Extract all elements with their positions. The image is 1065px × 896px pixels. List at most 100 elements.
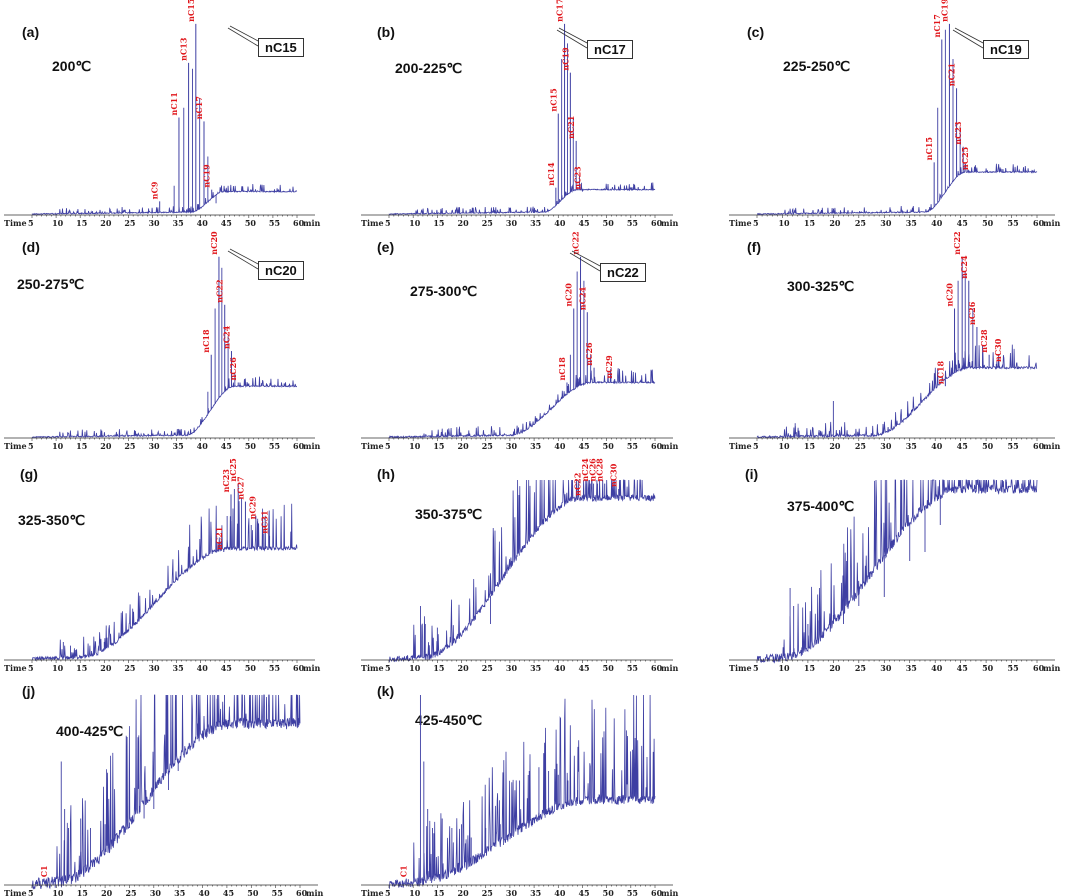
x-tick-label: 45 — [957, 218, 968, 228]
baseline-trace — [757, 163, 1038, 216]
x-axis-unit-label: min — [1043, 441, 1061, 451]
x-tick-label: 50 — [245, 663, 257, 673]
x-tick-label: 50 — [603, 663, 615, 673]
baseline-trace — [31, 694, 301, 890]
chromatogram-plot: nC9 nC11 nC13 nC15 nC17 nC19 Time 5 10 15 20 25 30 35… — [4, 0, 321, 228]
x-tick-label: 40 — [554, 888, 566, 896]
x-tick-label: 25 — [482, 218, 493, 228]
x-tick-label: 55 — [1008, 441, 1019, 451]
x-tick-label: 5 — [753, 218, 759, 228]
temperature-range-title: 350-375℃ — [415, 506, 483, 522]
callout-leader — [569, 252, 601, 272]
x-tick-label: 25 — [124, 663, 135, 673]
temperature-range-title: 325-350℃ — [18, 512, 86, 528]
x-tick-label: 40 — [931, 441, 943, 451]
peak-label: nC26 — [587, 458, 597, 482]
peak-label: nC22 — [571, 231, 581, 254]
x-tick-label: 45 — [221, 218, 232, 228]
baseline-trace — [388, 479, 656, 663]
callout-leader — [556, 29, 588, 49]
x-tick-label: 20 — [829, 441, 841, 451]
baseline-trace — [756, 479, 1038, 664]
peak-label: nC19 — [560, 47, 570, 71]
x-tick-label: 60 — [1033, 663, 1045, 673]
chromatogram-panel: (c) 225-250℃ nC15 nC17 nC19 nC21 nC23 nC25 Time 5… — [725, 0, 1065, 230]
x-tick-label: 20 — [100, 218, 112, 228]
x-tick-label: 55 — [627, 218, 638, 228]
x-tick-label: 60 — [296, 888, 308, 896]
x-axis-unit-label: min — [306, 888, 324, 896]
x-tick-label: 30 — [506, 441, 518, 451]
x-tick-label: 45 — [578, 218, 589, 228]
peak-label: nC9 — [150, 181, 160, 199]
peak-label: nC26 — [228, 357, 238, 381]
x-tick-label: 55 — [627, 441, 638, 451]
chromatogram-panel: (e) 275-300℃ nC18 nC20 nC22 nC24 nC26 nC29 Time 5… — [355, 231, 685, 451]
x-tick-label: 55 — [272, 888, 283, 896]
x-tick-label: 35 — [173, 218, 184, 228]
peak-label: nC15 — [548, 88, 558, 111]
chromatogram-plot: nC14 nC15 nC17 nC19 nC21 nC23 Time 5 10 15 20 25 30 3… — [361, 0, 679, 228]
x-tick-label: 20 — [100, 441, 112, 451]
x-axis-time-label: Time — [361, 663, 384, 673]
x-axis-time-label: Time — [4, 218, 27, 228]
x-axis-unit-label: min — [661, 663, 679, 673]
x-tick-label: 50 — [245, 441, 257, 451]
x-tick-label: 25 — [124, 441, 135, 451]
x-tick-label: 25 — [482, 663, 493, 673]
panel-label: (b) — [377, 24, 395, 40]
peak-label: nC13 — [179, 37, 189, 61]
x-tick-label: 20 — [458, 888, 470, 896]
x-axis-unit-label: min — [303, 441, 321, 451]
x-tick-label: 60 — [293, 663, 305, 673]
x-tick-label: 40 — [931, 663, 943, 673]
chromatogram-panel: (f) 300-325℃ nC18 nC20 nC22 nC24 nC26 nC28 nC30 T… — [725, 231, 1065, 451]
peak-label: nC20 — [564, 283, 574, 307]
callout-leader — [558, 27, 590, 45]
temperature-range-title: 250-275℃ — [17, 276, 85, 292]
panel-label: (c) — [747, 24, 765, 40]
peak-label: nC23 — [572, 166, 582, 190]
temperature-range-title: 200℃ — [52, 58, 92, 74]
x-tick-label: 20 — [829, 663, 841, 673]
x-axis-time-label: Time — [729, 663, 752, 673]
callout-leader — [571, 250, 603, 268]
peak-label: nC24 — [221, 325, 231, 349]
x-tick-label: 5 — [385, 441, 391, 451]
x-tick-label: 45 — [221, 441, 232, 451]
x-tick-label: 30 — [148, 663, 160, 673]
x-tick-label: 40 — [554, 663, 566, 673]
x-tick-label: 15 — [433, 888, 444, 896]
peak-label: nC27 — [235, 476, 245, 499]
x-tick-label: 30 — [506, 888, 518, 896]
x-tick-label: 50 — [982, 441, 994, 451]
callout-leader — [227, 27, 259, 47]
callout-leader — [952, 29, 984, 49]
peak-label: nC29 — [247, 496, 257, 520]
x-tick-label: 10 — [409, 441, 421, 451]
x-axis-unit-label: min — [661, 888, 679, 896]
x-tick-label: 55 — [269, 663, 280, 673]
peak-label: nC22 — [952, 231, 962, 254]
x-tick-label: 15 — [76, 218, 87, 228]
peak-label: nC18 — [201, 329, 211, 353]
x-tick-label: 30 — [880, 218, 892, 228]
x-tick-label: 5 — [385, 663, 391, 673]
peak-label: nC28 — [979, 329, 989, 353]
x-tick-label: 20 — [458, 218, 470, 228]
x-tick-label: 50 — [603, 441, 615, 451]
x-tick-label: 50 — [603, 888, 615, 896]
x-tick-label: 50 — [245, 218, 257, 228]
panel-label: (j) — [22, 683, 36, 699]
x-tick-label: 25 — [124, 218, 135, 228]
x-tick-label: 35 — [530, 888, 541, 896]
callout-leader — [227, 250, 259, 270]
x-tick-label: 35 — [906, 218, 917, 228]
peak-label: nC30 — [993, 338, 1003, 362]
x-tick-label: 25 — [855, 441, 866, 451]
peak-label: nC18 — [935, 360, 945, 384]
x-tick-label: 10 — [52, 888, 64, 896]
